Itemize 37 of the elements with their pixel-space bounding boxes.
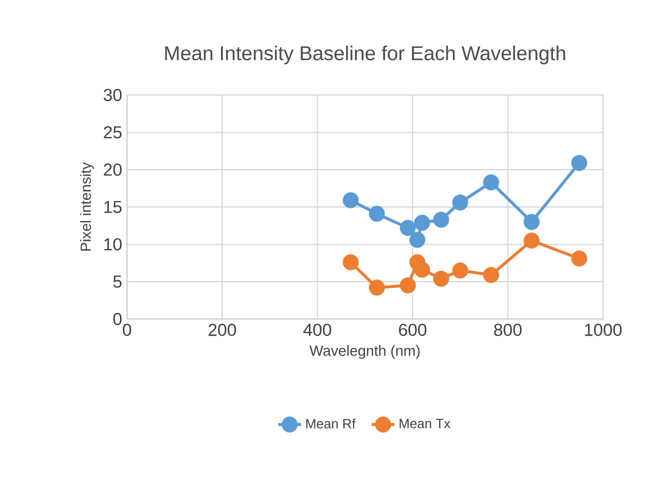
legend-label: Mean Rf [306,418,356,428]
x-axis-title: Wavelegnth (nm) [310,345,420,359]
point [342,192,359,208]
point [414,262,430,278]
y-tick-label: 0 [113,312,122,326]
x-tick-label: 400 [303,324,332,336]
y-tick-label: 10 [104,238,122,250]
point [571,154,588,171]
y-tick-label: 20 [104,164,122,176]
point [342,254,359,270]
point [433,212,450,228]
x-tick-label: 200 [208,324,236,336]
point [400,220,416,236]
y-tick-label: 15 [104,200,122,214]
point [571,250,588,266]
point [368,206,385,222]
point [524,214,540,230]
y-tick-label: 30 [104,88,122,102]
point [483,174,500,190]
point [400,277,416,294]
y-tick-label: 25 [104,126,122,138]
point [368,280,385,296]
x-tick-label: 600 [399,324,426,336]
point [414,214,430,231]
point [483,266,500,283]
point [452,262,468,278]
point [524,232,540,249]
point [409,232,426,248]
chart-title: Mean Intensity Baseline for Each Wavelength [165,46,566,64]
x-tick-label: 1000 [585,324,622,336]
y-tick-label: 5 [113,276,122,288]
legend-label: Mean Tx [400,418,450,428]
x-tick-label: 800 [494,324,522,336]
point [433,270,450,287]
y-axis-title: Pixel intensity [80,162,94,251]
x-tick-label: 0 [122,324,132,336]
point [452,194,468,210]
